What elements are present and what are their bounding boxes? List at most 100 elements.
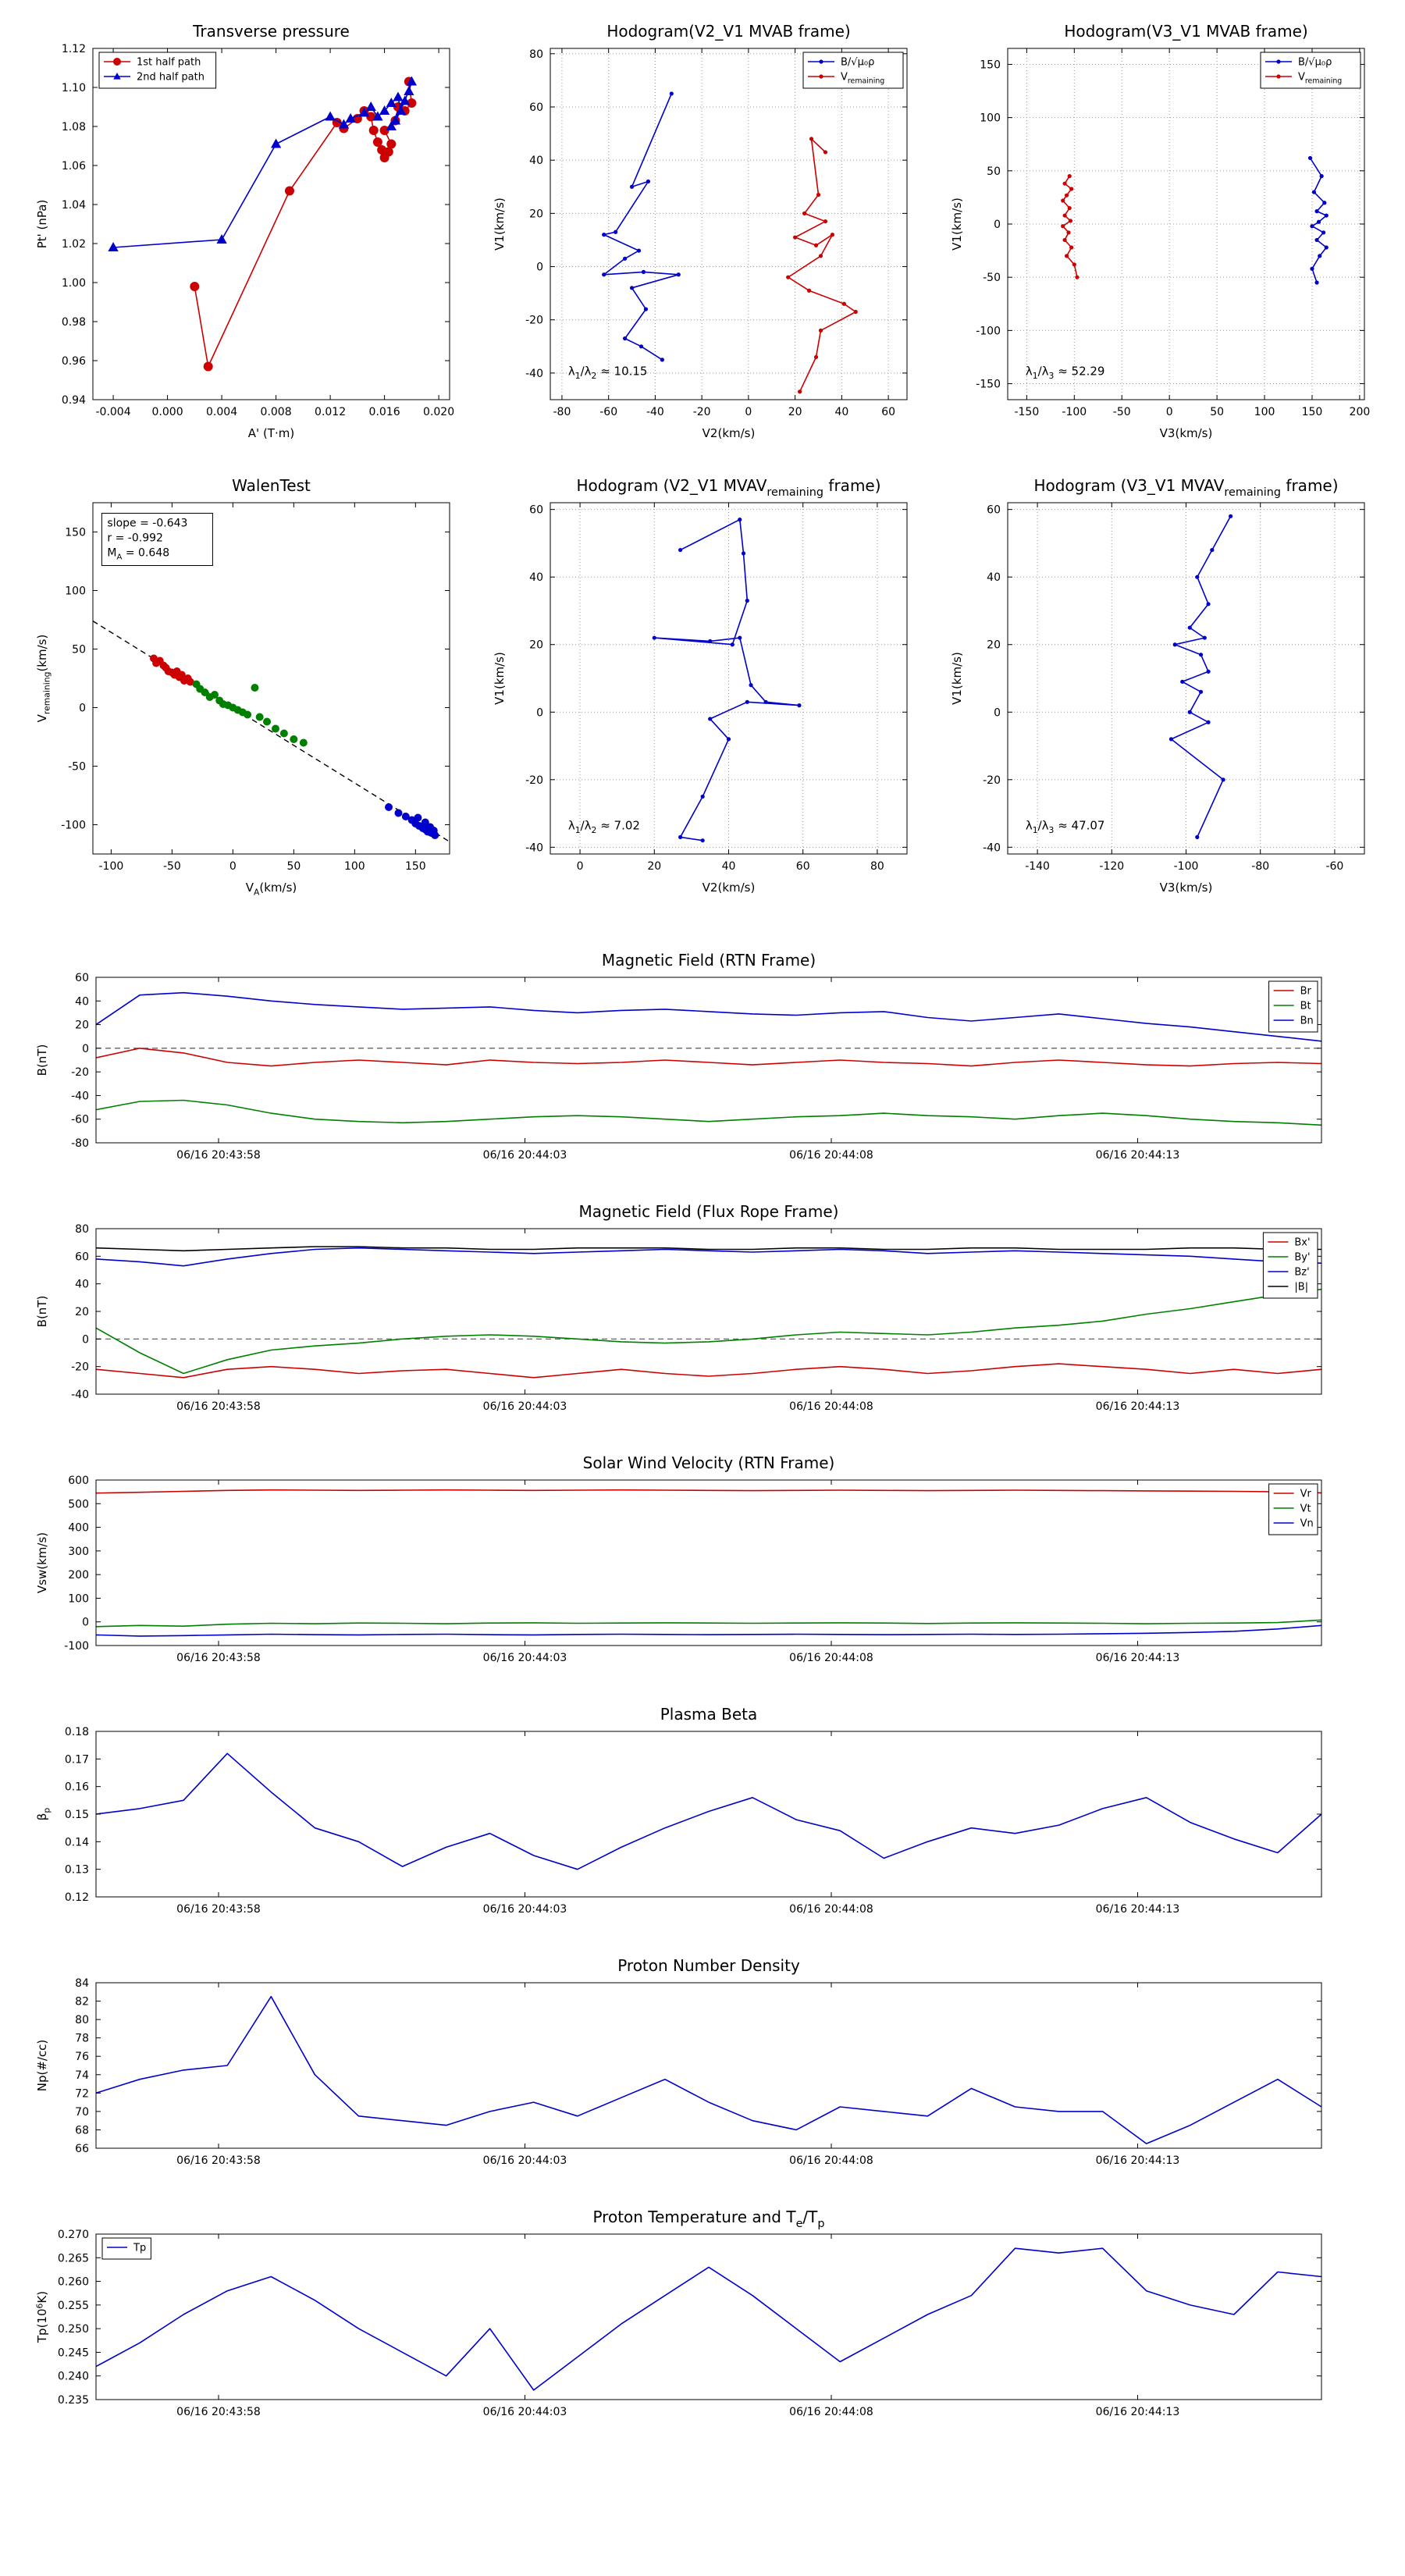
svg-text:WalenTest: WalenTest (232, 476, 311, 495)
svg-text:V3(km/s): V3(km/s) (1160, 881, 1213, 895)
svg-text:1.00: 1.00 (62, 277, 86, 290)
svg-text:-60: -60 (599, 406, 617, 418)
svg-text:06/16 20:44:08: 06/16 20:44:08 (789, 2406, 873, 2418)
svg-text:76: 76 (75, 2051, 89, 2063)
svg-text:Proton Number Density: Proton Number Density (617, 1956, 800, 1975)
svg-text:100: 100 (68, 1592, 89, 1605)
svg-text:0.235: 0.235 (58, 2394, 89, 2407)
svg-text:-100: -100 (976, 325, 1001, 337)
svg-text:-40: -40 (525, 368, 543, 380)
svg-text:06/16 20:44:08: 06/16 20:44:08 (789, 1400, 873, 1413)
svg-text:-60: -60 (1325, 860, 1343, 873)
svg-text:06/16 20:44:03: 06/16 20:44:03 (483, 1400, 567, 1413)
svg-text:V2(km/s): V2(km/s) (702, 426, 756, 440)
svg-text:06/16 20:44:08: 06/16 20:44:08 (789, 1652, 873, 1664)
svg-text:-20: -20 (71, 1066, 89, 1079)
svg-text:Vremaining: Vremaining (841, 72, 884, 86)
svg-text:-150: -150 (976, 379, 1001, 391)
svg-text:0.260: 0.260 (58, 2276, 89, 2289)
svg-text:VA(km/s): VA(km/s) (246, 881, 297, 898)
svg-text:-80: -80 (553, 406, 571, 418)
svg-text:V1(km/s): V1(km/s) (493, 652, 507, 705)
svg-text:slope = -0.643: slope = -0.643 (107, 518, 187, 530)
panel-magnetic-field-rtn: 06/16 20:43:58 06/16 20:44:03 06/16 20:44:… (0, 946, 1405, 1180)
svg-text:0.004: 0.004 (206, 406, 237, 418)
chart-transverse-pressure: -0.004 0.000 0.004 0.008 0.012 0.016 0.020 0.94… (19, 11, 471, 456)
svg-text:0.96: 0.96 (62, 355, 86, 368)
svg-text:100: 100 (65, 585, 86, 598)
svg-text:06/16 20:44:03: 06/16 20:44:03 (483, 1652, 567, 1664)
svg-text:06/16 20:44:13: 06/16 20:44:13 (1096, 2406, 1180, 2418)
chart-hodogram-v3v1-mvav: -140 -120 -100 -80 -60 -40 -20 0 20 40 60 Hodogram … (934, 465, 1386, 910)
svg-text:-40: -40 (646, 406, 664, 418)
small-charts-row-2: -100 -50 0 50 100 150 -100 -50 0 50 100 150 WalenTes… (0, 465, 1405, 910)
svg-text:0: 0 (994, 706, 1001, 719)
svg-text:Plasma Beta: Plasma Beta (660, 1705, 758, 1724)
svg-text:V2(km/s): V2(km/s) (702, 881, 756, 895)
svg-text:0.012: 0.012 (315, 406, 346, 418)
svg-text:20: 20 (529, 208, 543, 220)
svg-text:-50: -50 (1113, 406, 1131, 418)
svg-text:06/16 20:43:58: 06/16 20:43:58 (176, 1652, 261, 1664)
svg-text:60: 60 (529, 101, 543, 114)
svg-text:-80: -80 (71, 1137, 89, 1150)
svg-text:0: 0 (536, 262, 543, 274)
svg-text:20: 20 (647, 860, 661, 873)
chart-plasma-beta: 06/16 20:43:58 06/16 20:44:03 06/16 20:44:… (12, 1700, 1393, 1934)
svg-text:1.10: 1.10 (62, 82, 86, 94)
svg-text:|B|: |B| (1294, 1282, 1308, 1293)
svg-text:2nd half path: 2nd half path (137, 72, 205, 84)
chart-proton-temperature: 06/16 20:43:58 06/16 20:44:03 06/16 20:44:… (12, 2203, 1393, 2437)
svg-text:40: 40 (75, 1279, 89, 1291)
svg-text:0: 0 (79, 703, 86, 715)
chart-hodogram-v3v1-mvab: -150 -100 -50 0 50 100 150 200 -150 -100 -50 0 50 100… (934, 11, 1386, 456)
svg-text:r = -0.992: r = -0.992 (107, 532, 163, 545)
svg-text:06/16 20:44:03: 06/16 20:44:03 (483, 2406, 567, 2418)
panel-plasma-beta: 06/16 20:43:58 06/16 20:44:03 06/16 20:44:… (0, 1700, 1405, 1934)
svg-text:0.17: 0.17 (65, 1753, 89, 1766)
svg-text:0.12: 0.12 (65, 1891, 89, 1904)
svg-text:V1(km/s): V1(km/s) (950, 197, 964, 251)
svg-text:06/16 20:44:03: 06/16 20:44:03 (483, 1149, 567, 1162)
svg-text:B(nT): B(nT) (35, 1044, 49, 1076)
svg-text:-0.004: -0.004 (95, 406, 130, 418)
svg-text:Vt: Vt (1300, 1503, 1311, 1515)
svg-text:06/16 20:44:13: 06/16 20:44:13 (1096, 1652, 1180, 1664)
svg-text:-20: -20 (983, 774, 1001, 787)
svg-text:-120: -120 (1099, 860, 1124, 873)
svg-text:0.18: 0.18 (65, 1726, 89, 1738)
panel-proton-number-density: 06/16 20:43:58 06/16 20:44:03 06/16 20:44:… (0, 1952, 1405, 2186)
svg-text:0.265: 0.265 (58, 2252, 89, 2265)
panel-solar-wind-velocity: 06/16 20:43:58 06/16 20:44:03 06/16 20:44:… (0, 1449, 1405, 1683)
svg-text:B/√μ₀ρ: B/√μ₀ρ (1298, 57, 1332, 69)
svg-text:60: 60 (796, 860, 810, 873)
svg-text:-50: -50 (163, 860, 181, 873)
svg-text:60: 60 (881, 406, 895, 418)
svg-text:150: 150 (405, 860, 426, 873)
svg-text:0.250: 0.250 (58, 2323, 89, 2336)
svg-text:-100: -100 (61, 820, 86, 832)
svg-text:Hodogram(V3_V1 MVAB frame): Hodogram(V3_V1 MVAB frame) (1064, 22, 1307, 41)
svg-text:06/16 20:44:13: 06/16 20:44:13 (1096, 1400, 1180, 1413)
svg-text:-100: -100 (1174, 860, 1199, 873)
svg-text:06/16 20:43:58: 06/16 20:43:58 (176, 2406, 261, 2418)
svg-text:20: 20 (529, 639, 543, 652)
svg-text:Bz': Bz' (1294, 1267, 1309, 1279)
svg-text:74: 74 (75, 2069, 89, 2082)
svg-text:600: 600 (68, 1475, 89, 1487)
svg-text:-80: -80 (1251, 860, 1269, 873)
svg-text:Vremaining: Vremaining (1298, 72, 1342, 86)
svg-text:66: 66 (75, 2143, 89, 2155)
svg-text:V1(km/s): V1(km/s) (493, 197, 507, 251)
svg-text:λ1/λ3 ≈ 47.07: λ1/λ3 ≈ 47.07 (1026, 819, 1105, 836)
svg-text:-40: -40 (71, 1389, 89, 1401)
chart-hodogram-v2v1-mvab: -80 -60 -40 -20 0 20 40 60 -40 -20 0 20 40 60 80 Hodogr… (476, 11, 929, 456)
svg-text:60: 60 (987, 504, 1001, 517)
svg-text:-20: -20 (525, 774, 543, 787)
svg-text:1.08: 1.08 (62, 121, 86, 133)
svg-text:60: 60 (529, 504, 543, 517)
svg-text:300: 300 (68, 1546, 89, 1558)
svg-text:Proton Temperature and Te/Tp: Proton Temperature and Te/Tp (592, 2208, 824, 2230)
svg-text:βp: βp (35, 1808, 52, 1821)
svg-text:-40: -40 (983, 841, 1001, 854)
